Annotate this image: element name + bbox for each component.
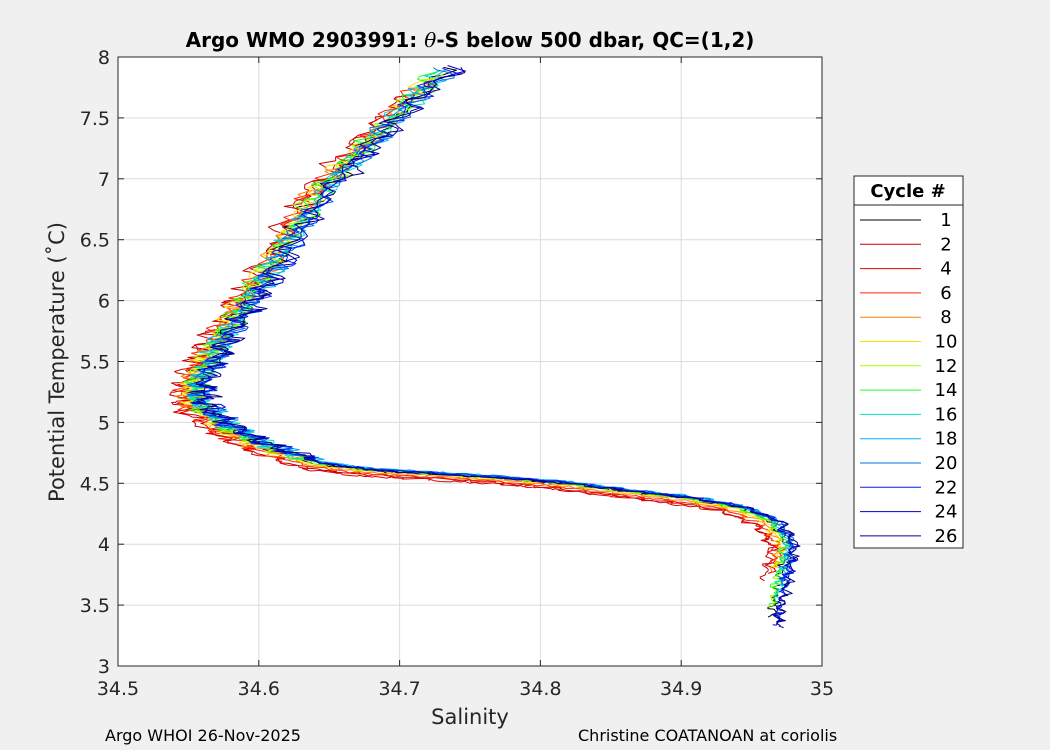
- y-tick-label: 7: [98, 169, 110, 191]
- legend-label: 14: [935, 380, 958, 401]
- y-tick-label: 6: [98, 291, 110, 313]
- x-tick-label: 34.6: [238, 678, 280, 700]
- legend-label: 10: [935, 332, 958, 353]
- title-suffix: -S below 500 dbar, QC=(1,2): [436, 28, 754, 52]
- footer-right: Christine COATANOAN at coriolis: [578, 726, 837, 745]
- legend-label: 22: [935, 477, 958, 498]
- legend-label: 20: [935, 453, 958, 474]
- series-line-cycle-20: [186, 67, 797, 587]
- legend-label: 18: [935, 429, 958, 450]
- x-tick-label: 34.8: [519, 678, 561, 700]
- y-tick-label: 4: [98, 534, 110, 556]
- y-tick-label: 5: [98, 412, 110, 434]
- legend-label: 16: [935, 404, 958, 425]
- x-tick-label: 35: [810, 678, 834, 700]
- y-axis-label: Potential Temperature (˚C): [45, 222, 69, 502]
- legend-label: 12: [935, 356, 958, 377]
- y-tick-label: 4.5: [80, 473, 110, 495]
- legend-label: 2: [940, 234, 951, 255]
- legend-label: 6: [940, 283, 951, 304]
- title-prefix: Argo WMO 2903991:: [186, 28, 425, 52]
- y-tick-label: 7.5: [80, 108, 110, 130]
- y-tick-label: 8: [98, 47, 110, 69]
- y-tick-label: 3: [98, 656, 110, 678]
- legend-label: 8: [940, 307, 951, 328]
- series-line-cycle-26: [190, 66, 800, 629]
- series-lines: [169, 65, 801, 629]
- legend-label: 24: [935, 502, 958, 523]
- y-tick-label: 5.5: [80, 352, 110, 374]
- ticks: 34.5 34.6 34.7 34.8 34.9 35 3 3.5 4 4.5 5 5.5 6 6.5 7 7…: [80, 47, 834, 700]
- legend-label: 26: [935, 526, 958, 547]
- legend-title-box: [853, 175, 964, 206]
- x-tick-label: 34.9: [660, 678, 702, 700]
- legend-box: [853, 204, 964, 549]
- chart-title: Argo WMO 2903991: θ-S below 500 dbar, QC…: [186, 28, 755, 52]
- legend-label: 4: [940, 259, 951, 280]
- footer-left: Argo WHOI 26-Nov-2025: [105, 726, 301, 745]
- legend-label: 1: [940, 210, 951, 231]
- y-tick-label: 6.5: [80, 230, 110, 252]
- title-theta-symbol: θ: [424, 28, 436, 52]
- y-tick-label: 3.5: [80, 595, 110, 617]
- legend-title: Cycle #: [870, 181, 945, 202]
- x-tick-label: 34.7: [378, 678, 420, 700]
- x-axis-label: Salinity: [431, 705, 509, 729]
- x-tick-label: 34.5: [97, 678, 139, 700]
